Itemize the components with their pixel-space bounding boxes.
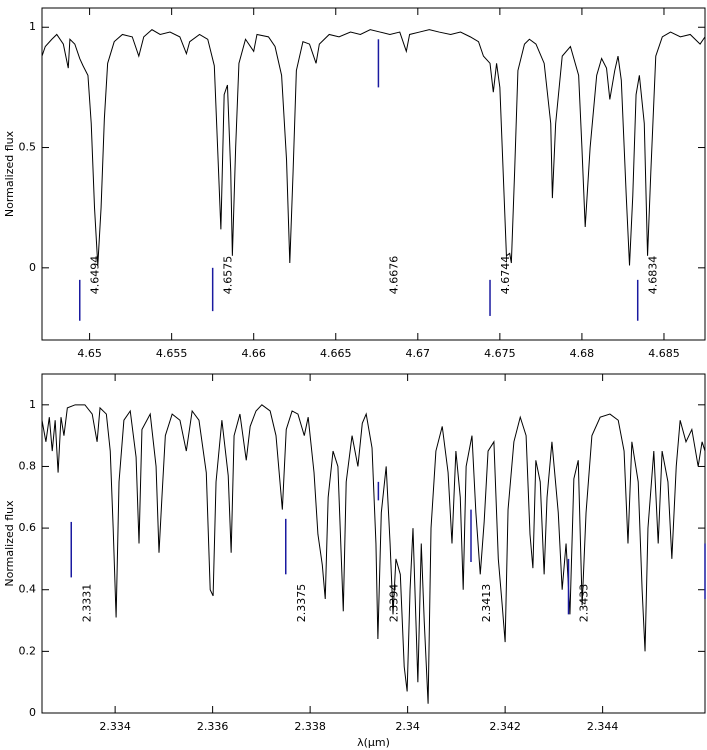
spectrum-line (41, 404, 706, 704)
line-label: 2.3413 (480, 584, 493, 623)
x-tick-label: 2.334 (99, 720, 131, 733)
x-axis-label: λ(μm) (357, 736, 390, 749)
line-label: 4.6676 (387, 256, 400, 295)
plot-frame (41, 373, 706, 714)
x-tick-label: 4.675 (484, 347, 516, 360)
x-tick-label: 4.655 (156, 347, 188, 360)
x-tick-label: 2.342 (489, 720, 521, 733)
y-tick-label: 0 (29, 261, 36, 274)
line-label: 2.3394 (387, 584, 400, 623)
plot-frame (41, 7, 706, 341)
x-tick-label: 2.338 (294, 720, 326, 733)
line-label: 4.6744 (499, 256, 512, 295)
y-tick-label: 1 (29, 398, 36, 411)
y-tick-label: 0.4 (19, 583, 37, 596)
line-label: 2.3433 (578, 584, 591, 623)
x-tick-label: 4.685 (648, 347, 680, 360)
x-tick-label: 4.665 (320, 347, 352, 360)
y-axis-label: Normalized flux (3, 500, 16, 587)
y-tick-label: 0.8 (19, 459, 37, 472)
x-tick-label: 4.67 (406, 347, 431, 360)
x-tick-label: 4.65 (77, 347, 102, 360)
line-label: 4.6494 (89, 256, 102, 295)
x-tick-label: 2.34 (395, 720, 420, 733)
line-label: 2.3331 (80, 584, 93, 623)
x-tick-label: 2.336 (197, 720, 229, 733)
x-tick-label: 4.68 (570, 347, 595, 360)
y-tick-label: 0.2 (19, 644, 37, 657)
spectrum-line (41, 29, 706, 266)
x-tick-label: 2.344 (587, 720, 619, 733)
x-tick-label: 4.66 (241, 347, 266, 360)
y-axis-label: Normalized flux (3, 130, 16, 217)
y-tick-label: 1 (29, 20, 36, 33)
line-label: 4.6834 (647, 256, 660, 295)
y-tick-label: 0.6 (19, 521, 37, 534)
line-label: 4.6575 (222, 256, 235, 294)
line-label: 2.3375 (295, 584, 308, 623)
y-tick-label: 0.5 (19, 141, 37, 154)
y-tick-label: 0 (29, 706, 36, 719)
